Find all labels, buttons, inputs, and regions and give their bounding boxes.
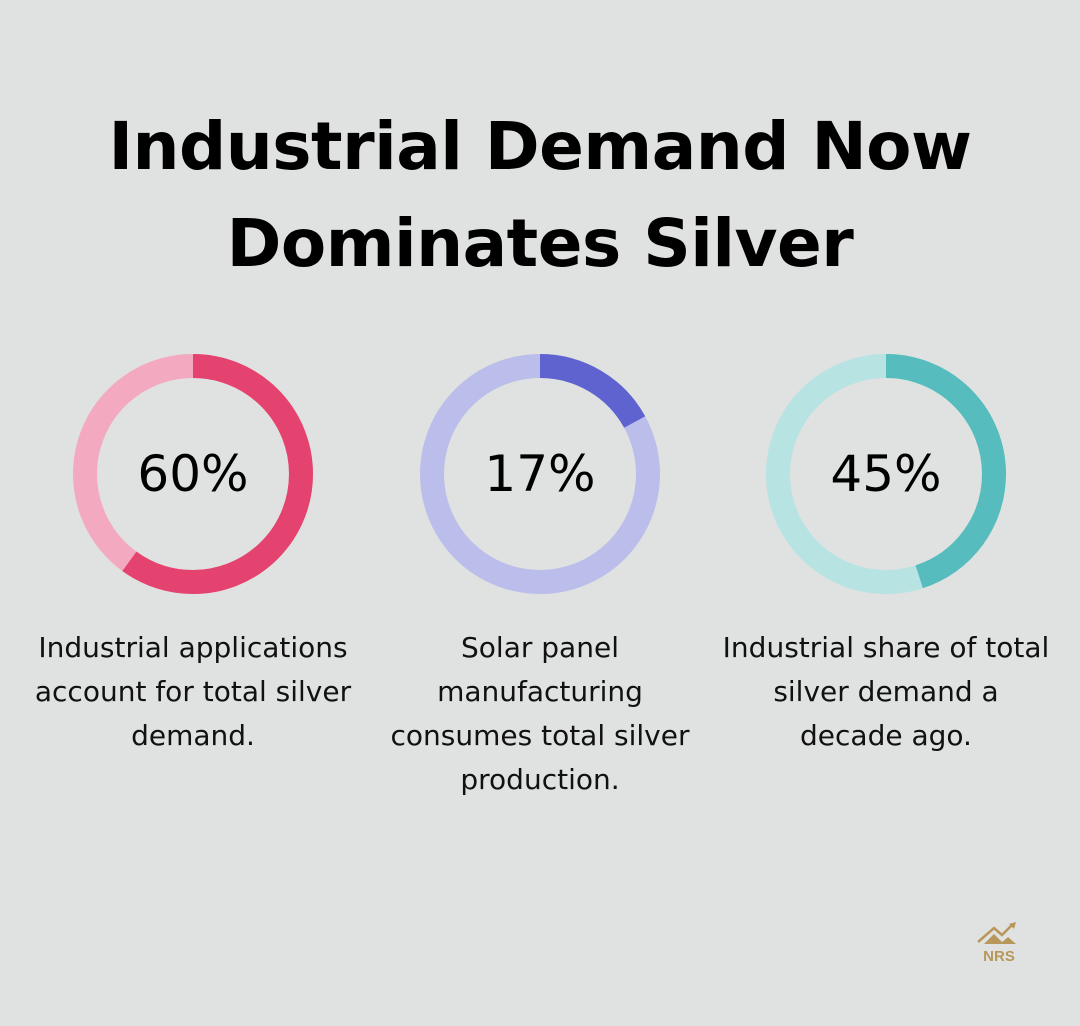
- donut-chart: [73, 354, 313, 594]
- svg-text:NRS: NRS: [983, 948, 1015, 965]
- donut-chart: [766, 354, 1006, 594]
- stat-card-industrial: 60% Industrial applications account for …: [23, 352, 363, 758]
- donut-filled: [766, 354, 1006, 594]
- caption: Industrial applications account for tota…: [34, 631, 352, 752]
- stat-card-solar: 17% Solar panel manufacturing consumes t…: [370, 352, 710, 802]
- donut-label: 17%: [484, 445, 596, 503]
- donut-filled: [420, 354, 660, 594]
- donut-filled: [73, 354, 313, 594]
- donut-label: 45%: [830, 445, 942, 503]
- title-line-2: Dominates Silver: [226, 205, 854, 282]
- title-line-1: Industrial Demand Now: [108, 108, 972, 185]
- stat-card-decade: 45% Industrial share of total silver dem…: [716, 352, 1056, 758]
- donut-label: 60%: [137, 445, 249, 503]
- caption: Solar panel manufacturing consumes total…: [390, 631, 690, 796]
- caption: Industrial share of total silver demand …: [722, 631, 1050, 752]
- page-title: Industrial Demand Now Dominates Silver: [0, 98, 1080, 292]
- donut-chart: [420, 354, 660, 594]
- nrs-logo: NRS: [977, 922, 1016, 965]
